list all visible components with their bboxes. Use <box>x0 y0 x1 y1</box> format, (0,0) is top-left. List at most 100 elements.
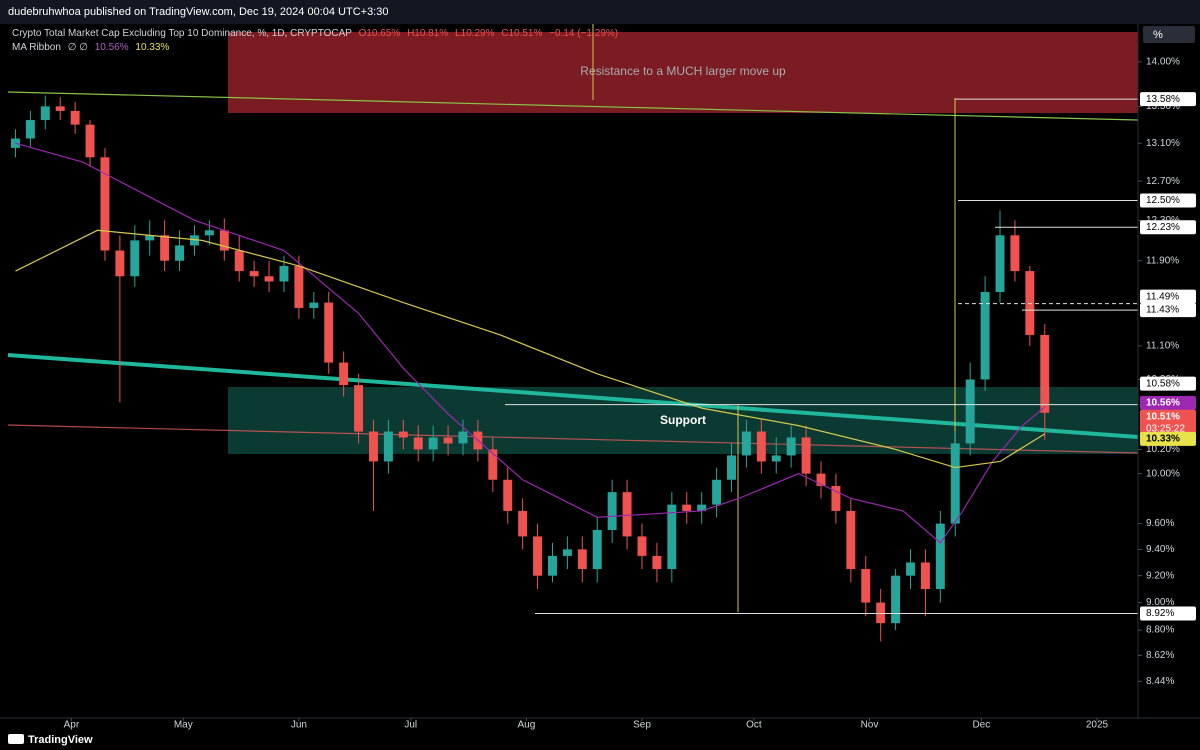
candle-body <box>741 431 751 456</box>
candle-body <box>40 106 50 121</box>
level-label-box <box>1140 92 1196 107</box>
candle-body <box>965 379 975 444</box>
candle-body <box>622 492 632 537</box>
candle-body <box>279 265 289 282</box>
symbol-title: Crypto Total Market Cap Excluding Top 10… <box>12 28 352 39</box>
logo-icon <box>8 734 24 744</box>
x-tick-label: Apr <box>64 720 80 731</box>
candle-body <box>130 240 140 277</box>
x-tick-label: Nov <box>861 720 879 731</box>
price-label-box <box>1140 431 1196 446</box>
y-tick-label: 11.10% <box>1146 341 1179 352</box>
ohlc: L10.29% <box>455 28 495 39</box>
candle-body <box>219 230 229 251</box>
y-tick-label: 9.00% <box>1146 597 1174 608</box>
x-tick-label: May <box>174 720 193 731</box>
candle-body <box>1040 334 1050 413</box>
candle-body <box>637 536 647 556</box>
candle-body <box>339 362 349 386</box>
resistance-label: Resistance to a MUCH larger move up <box>580 64 786 78</box>
footer <box>0 730 1200 750</box>
ohlc: C10.51% <box>501 28 542 39</box>
x-tick-label: Jun <box>291 720 307 731</box>
y-tick-label: 9.60% <box>1146 518 1174 529</box>
y-tick-label: 11.90% <box>1146 255 1179 266</box>
level-label: 12.23% <box>1146 222 1180 233</box>
y-tick-label: 8.80% <box>1146 625 1174 636</box>
indicator-params: ∅ ∅ <box>68 42 88 53</box>
candle-body <box>697 504 707 511</box>
candle-body <box>428 437 438 450</box>
candle-body <box>458 431 468 444</box>
candle-body <box>518 510 528 537</box>
price-label-box <box>1140 409 1196 436</box>
change: −0.14 (−1.29%) <box>549 28 618 39</box>
level-label: 11.49% <box>1146 291 1179 302</box>
indicator-name: MA Ribbon <box>12 42 61 53</box>
candle-body <box>503 479 513 511</box>
y-tick-label: 14.00% <box>1146 57 1180 68</box>
candle-body <box>756 431 766 462</box>
level-label-box <box>1140 193 1196 208</box>
level-label: 10.58% <box>1146 378 1180 389</box>
trendline <box>7 91 1139 121</box>
price-label-box <box>1140 395 1196 410</box>
level-label-box <box>1140 376 1196 391</box>
candle-body <box>533 536 543 576</box>
level-label-box <box>1140 606 1196 621</box>
y-tick-label: 13.10% <box>1146 138 1180 149</box>
candle-body <box>249 271 259 277</box>
scale-button[interactable] <box>1143 26 1195 43</box>
candle-body <box>383 431 393 462</box>
candle-body <box>607 492 617 530</box>
candle-body <box>786 437 796 456</box>
candle-body <box>100 157 110 251</box>
candle-body <box>160 235 170 261</box>
candle-body <box>55 106 65 111</box>
publisher: dudebruhwhoa published on TradingView.co… <box>8 6 388 18</box>
candle-body <box>145 235 155 241</box>
indicator-legend: MA Ribbon ∅ ∅ 10.56% 10.33% <box>12 42 169 53</box>
candle-body <box>548 555 557 576</box>
indicator-value: 10.33% <box>135 42 169 53</box>
candle-body <box>935 523 945 590</box>
candle-body <box>652 555 662 570</box>
price-label: 10.51% <box>1146 411 1180 422</box>
candle-body <box>85 124 95 158</box>
candle-body <box>682 504 692 511</box>
legend: Crypto Total Market Cap Excluding Top 10… <box>12 28 618 39</box>
level-label-box <box>1140 289 1196 304</box>
candle-body <box>667 504 677 570</box>
candle-body <box>562 549 572 556</box>
x-tick-label: Aug <box>517 720 535 731</box>
support-label: Support <box>660 413 706 427</box>
candle-body <box>846 510 856 570</box>
y-tick-label: 9.40% <box>1146 544 1174 555</box>
x-tick-label: 2025 <box>1086 720 1109 731</box>
candle-body <box>906 562 915 576</box>
candle-body <box>577 549 587 570</box>
candle-body <box>294 265 304 308</box>
candle-body <box>950 443 960 524</box>
axes: 14.00%13.50%13.10%12.70%12.30%11.90%11.1… <box>64 57 1196 731</box>
candle-body <box>25 120 35 139</box>
x-tick-label: Dec <box>972 720 990 731</box>
level-label-box <box>1140 220 1196 235</box>
candle-body <box>398 431 408 438</box>
price-label: 10.56% <box>1146 398 1180 409</box>
scale-button-label[interactable]: % <box>1153 29 1163 41</box>
candle-body <box>771 455 781 462</box>
candle-body <box>1010 235 1020 272</box>
candle-body <box>891 575 901 624</box>
candle-body <box>189 235 199 246</box>
candle-body <box>488 449 498 480</box>
indicator-value: 10.56% <box>95 42 129 53</box>
top-bar <box>0 0 1200 24</box>
x-tick-label: Sep <box>633 720 651 731</box>
level-label: 8.92% <box>1146 608 1174 619</box>
y-tick-label: 12.70% <box>1146 176 1180 187</box>
candle-body <box>592 529 602 570</box>
trendline <box>7 353 1139 439</box>
candle-body <box>175 245 185 261</box>
